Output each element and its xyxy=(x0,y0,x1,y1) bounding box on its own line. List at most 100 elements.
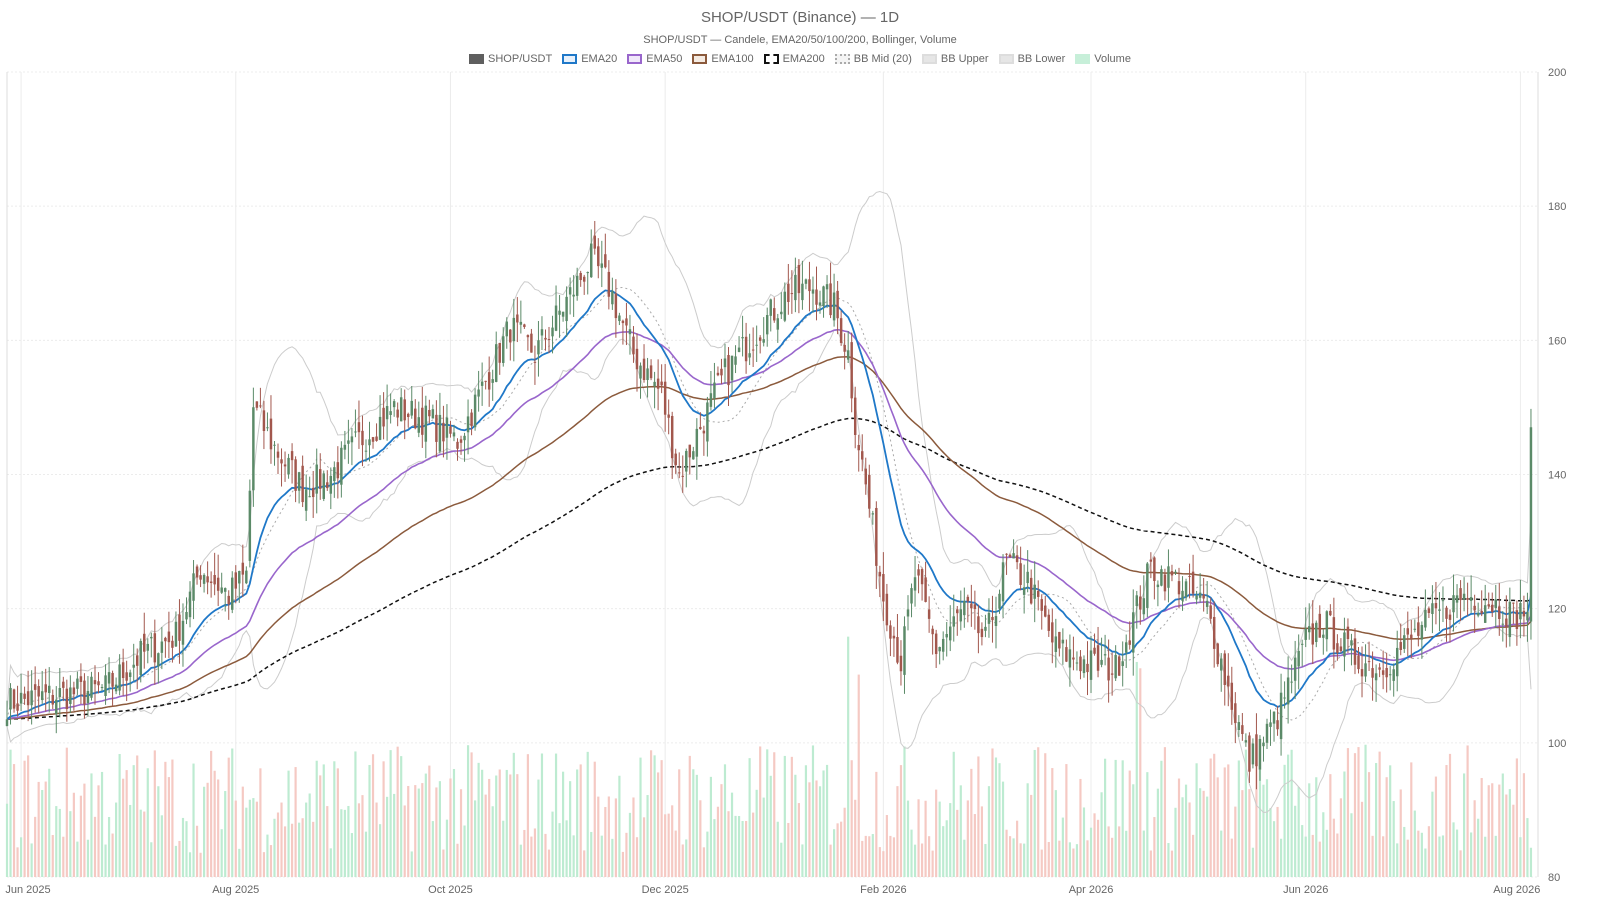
candle-body xyxy=(853,397,857,435)
candle xyxy=(720,358,723,385)
volume-bar xyxy=(466,745,470,877)
legend-item-ema50[interactable]: EMA50 xyxy=(627,53,682,65)
volume-bar xyxy=(238,848,241,877)
candle-body xyxy=(1156,584,1160,588)
volume-bar xyxy=(1153,817,1156,877)
candle-body xyxy=(83,680,86,705)
candle-body xyxy=(1170,571,1174,576)
volume-bar xyxy=(1410,762,1413,877)
volume-bar xyxy=(44,781,47,877)
candle xyxy=(1318,605,1322,638)
candle xyxy=(487,356,491,407)
candle-body xyxy=(674,453,677,466)
candle xyxy=(621,319,625,345)
volume-bar xyxy=(642,817,646,877)
volume-bar xyxy=(58,808,61,877)
volume-bar xyxy=(174,845,178,877)
candle-body xyxy=(956,609,959,614)
legend-item-ema100[interactable]: EMA100 xyxy=(692,53,754,65)
volume-bar xyxy=(55,806,58,877)
candle xyxy=(927,596,931,633)
candle-body xyxy=(1082,659,1086,674)
volume-bar xyxy=(618,775,621,877)
volume-bar xyxy=(1287,754,1290,877)
candle xyxy=(255,401,259,411)
candle xyxy=(1343,617,1346,672)
candle-body xyxy=(480,381,484,386)
candle xyxy=(607,260,611,310)
candle-body xyxy=(1068,649,1072,668)
candle xyxy=(1498,583,1501,636)
candle-body xyxy=(33,684,37,690)
candle-body xyxy=(364,450,368,452)
candle xyxy=(681,455,684,493)
candle-body xyxy=(1325,611,1329,640)
candle xyxy=(111,670,114,707)
candle xyxy=(1142,575,1146,620)
volume-bar xyxy=(364,831,368,877)
candle-body xyxy=(903,626,906,675)
candle-body xyxy=(787,283,790,302)
volume-bar xyxy=(340,809,343,877)
legend-item-ema20[interactable]: EMA20 xyxy=(562,53,617,65)
candle-body xyxy=(1212,616,1216,649)
candle-body xyxy=(1248,735,1251,772)
candle-body xyxy=(30,690,33,706)
candle xyxy=(509,329,512,361)
candle xyxy=(192,560,195,620)
candle-body xyxy=(1096,645,1100,671)
candle xyxy=(924,561,927,603)
candle-body xyxy=(1234,703,1237,724)
candle-body xyxy=(1476,613,1480,616)
candle-body xyxy=(649,365,653,379)
candle xyxy=(1075,651,1079,671)
candle-body xyxy=(1163,574,1167,592)
chart-legend[interactable]: SHOP/USDT EMA20 EMA50 EMA100 EMA200 BB Mid (2… xyxy=(0,53,1600,65)
candle-body xyxy=(593,235,596,249)
candle xyxy=(1431,585,1434,634)
candle-body xyxy=(143,633,146,652)
legend-label-candles: SHOP/USDT xyxy=(488,53,553,65)
x-tick-label: Oct 2025 xyxy=(428,884,473,896)
candle-body xyxy=(86,690,90,704)
legend-item-candles[interactable]: SHOP/USDT xyxy=(469,53,552,65)
candle-body xyxy=(780,311,783,315)
candle xyxy=(1205,581,1209,615)
candle xyxy=(62,676,65,702)
legend-item-bbmid[interactable]: BB Mid (20) xyxy=(834,53,912,65)
candle xyxy=(216,554,220,607)
candle xyxy=(846,331,850,363)
candle-body xyxy=(354,431,357,433)
legend-item-bblower[interactable]: BB Lower xyxy=(998,53,1065,65)
candle-body xyxy=(1311,623,1314,645)
candle-body xyxy=(1262,742,1265,747)
candle-body xyxy=(963,600,966,616)
volume-bar xyxy=(139,809,142,877)
volume-bar xyxy=(241,786,244,877)
candle xyxy=(1128,621,1131,650)
volume-bar xyxy=(1156,788,1159,877)
candle-body xyxy=(987,612,991,624)
volume-bar xyxy=(583,850,586,877)
candle xyxy=(494,331,498,383)
volume-bar xyxy=(509,774,512,877)
candle-body xyxy=(463,435,466,441)
candle xyxy=(818,290,822,314)
candle-body xyxy=(459,439,463,443)
candle xyxy=(875,501,878,589)
chart-title: SHOP/USDT (Binance) — 1D xyxy=(700,9,900,26)
candle xyxy=(135,648,139,690)
candle-body xyxy=(202,574,206,584)
volume-bar xyxy=(913,844,917,877)
x-tick-label: Apr 2026 xyxy=(1069,884,1114,896)
candle-body xyxy=(973,604,977,610)
legend-item-ema200[interactable]: EMA200 xyxy=(763,53,825,65)
volume-bar xyxy=(766,749,769,877)
candle xyxy=(1251,738,1255,769)
volume-bar xyxy=(759,746,762,877)
legend-item-bbupper[interactable]: BB Upper xyxy=(921,53,989,65)
candlesticks xyxy=(5,220,1533,790)
volume-bar xyxy=(252,798,255,877)
legend-item-volume[interactable]: Volume xyxy=(1075,53,1131,65)
